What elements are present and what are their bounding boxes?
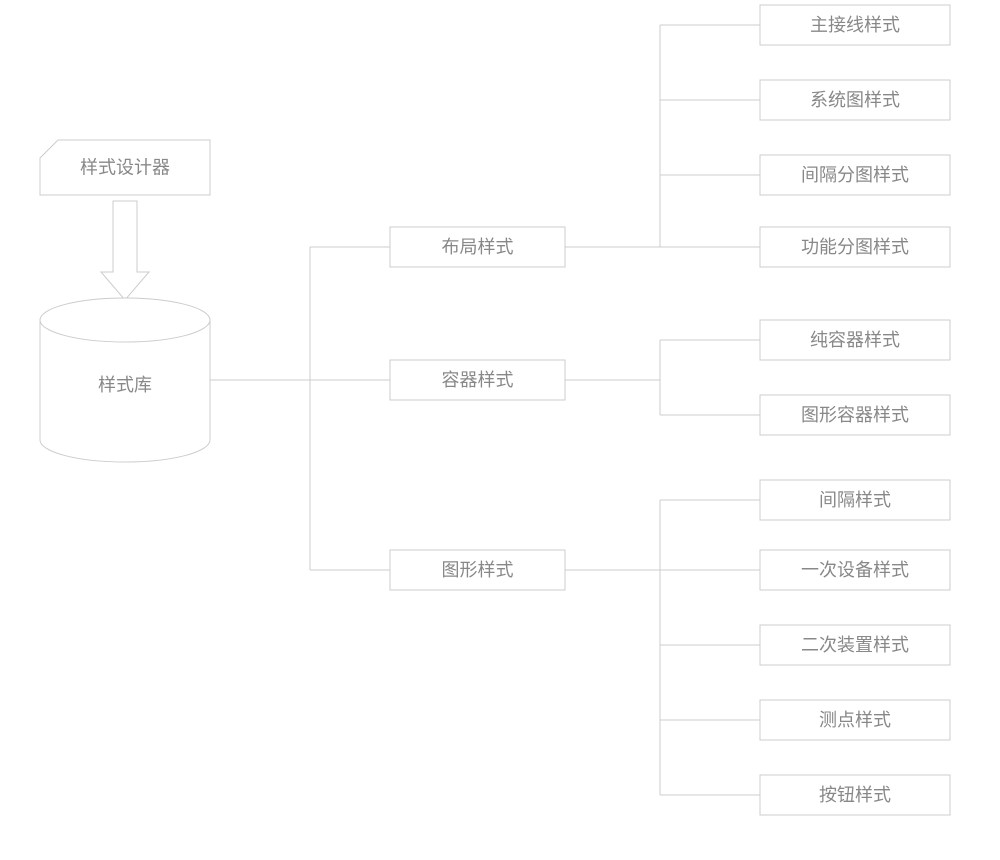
leaf-container-0-label: 纯容器样式	[810, 330, 900, 350]
leaf-graphic-2-label: 二次装置样式	[801, 635, 909, 655]
leaf-container-1: 图形容器样式	[760, 395, 950, 435]
mid-graphic-label: 图形样式	[442, 560, 514, 580]
mid-container: 容器样式	[390, 360, 565, 400]
leaf-graphic-0: 间隔样式	[760, 480, 950, 520]
leaf-layout-2-label: 间隔分图样式	[801, 165, 909, 185]
arrow-designer-to-library	[101, 201, 149, 300]
leaf-graphic-3: 测点样式	[760, 700, 950, 740]
leaf-layout-3: 功能分图样式	[760, 227, 950, 267]
leaf-graphic-4: 按钮样式	[760, 775, 950, 815]
leaf-container-1-label: 图形容器样式	[801, 405, 909, 425]
leaf-graphic-1: 一次设备样式	[760, 550, 950, 590]
library-cylinder: 样式库	[40, 298, 210, 462]
mid-container-label: 容器样式	[442, 370, 514, 390]
leaf-graphic-4-label: 按钮样式	[819, 785, 891, 805]
leaf-graphic-3-label: 测点样式	[819, 710, 891, 730]
designer-label: 样式设计器	[80, 157, 170, 177]
leaf-graphic-1-label: 一次设备样式	[801, 560, 909, 580]
leaf-layout-1: 系统图样式	[760, 80, 950, 120]
mid-graphic: 图形样式	[390, 550, 565, 590]
leaf-graphic-2: 二次装置样式	[760, 625, 950, 665]
leaf-layout-0: 主接线样式	[760, 5, 950, 45]
designer-box: 样式设计器	[40, 140, 210, 195]
leaf-layout-3-label: 功能分图样式	[801, 237, 909, 257]
leaf-graphic-0-label: 间隔样式	[819, 490, 891, 510]
library-label: 样式库	[98, 375, 152, 395]
mid-layout: 布局样式	[390, 227, 565, 267]
leaf-layout-2: 间隔分图样式	[760, 155, 950, 195]
leaf-layout-1-label: 系统图样式	[810, 90, 900, 110]
leaf-container-0: 纯容器样式	[760, 320, 950, 360]
mid-layout-label: 布局样式	[442, 237, 514, 257]
leaf-layout-0-label: 主接线样式	[810, 15, 900, 35]
